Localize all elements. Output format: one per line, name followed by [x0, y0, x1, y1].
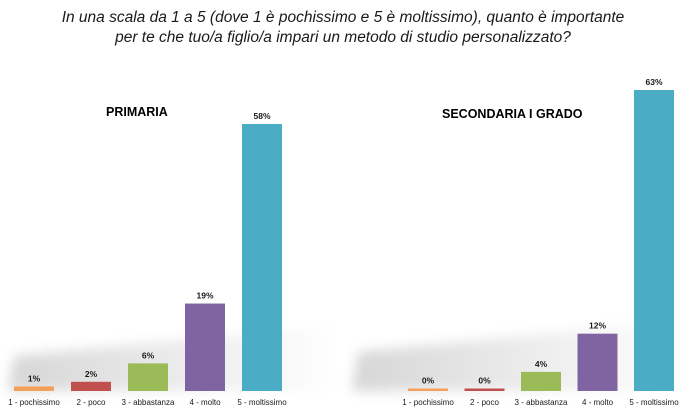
chart-title-line-2: per te che tuo/a figlio/a impari un meto… — [114, 29, 571, 46]
data-label-molto: 19% — [196, 291, 213, 301]
x-tick-label-pochissimo: 1 - pochissimo — [402, 398, 454, 407]
x-tick-label-poco: 2 - poco — [77, 398, 106, 407]
data-label-moltissimo: 58% — [253, 111, 270, 121]
bar-pochissimo — [14, 386, 54, 391]
x-tick-label-abbastanza: 3 - abbastanza — [122, 398, 175, 407]
bar-group-secondaria: 0% 1 - pochissimo 0% 2 - poco 4% 3 - abbastan… — [402, 77, 679, 407]
data-label-abbastanza: 6% — [142, 350, 155, 360]
bar-pochissimo — [408, 388, 448, 391]
data-label-pochissimo: 1% — [28, 373, 41, 383]
bar-abbastanza — [521, 371, 561, 391]
chart-panel-secondaria: SECONDARIA I GRADO 0% 1 - pochissimo 0% 2 -… — [352, 77, 686, 407]
data-label-moltissimo: 63% — [645, 77, 662, 87]
data-label-poco: 2% — [85, 369, 98, 379]
x-tick-label-molto: 4 - molto — [189, 398, 221, 407]
x-tick-label-molto: 4 - molto — [582, 398, 614, 407]
data-label-molto: 12% — [589, 321, 606, 331]
bar-moltissimo — [242, 124, 282, 392]
x-tick-label-pochissimo: 1 - pochissimo — [8, 398, 60, 407]
data-label-abbastanza: 4% — [535, 359, 548, 369]
panel-title-secondaria: SECONDARIA I GRADO — [442, 107, 583, 121]
data-label-pochissimo: 0% — [422, 376, 435, 386]
panel-shadow — [8, 325, 340, 391]
bar-poco — [464, 388, 505, 391]
bar-poco — [71, 381, 111, 391]
chart-panel-primaria: PRIMARIA 1% 1 - pochissimo 2% 2 - poco 6% 3 -… — [8, 105, 340, 407]
bar-molto — [577, 333, 618, 391]
x-tick-label-moltissimo: 5 - moltissimo — [629, 398, 679, 407]
bar-group-primaria: 1% 1 - pochissimo 2% 2 - poco 6% 3 - abbastan… — [8, 111, 287, 407]
panel-title-primaria: PRIMARIA — [106, 105, 168, 119]
chart-title-line-1: In una scala da 1 a 5 (dove 1 è pochissi… — [62, 9, 625, 26]
bar-molto — [185, 303, 225, 391]
bar-abbastanza — [128, 363, 168, 391]
bar-moltissimo — [634, 90, 674, 391]
x-tick-label-moltissimo: 5 - moltissimo — [237, 398, 287, 407]
x-tick-label-abbastanza: 3 - abbastanza — [515, 398, 568, 407]
data-label-poco: 0% — [478, 376, 491, 386]
x-tick-label-poco: 2 - poco — [470, 398, 499, 407]
chart-title: In una scala da 1 a 5 (dove 1 è pochissi… — [62, 9, 625, 46]
